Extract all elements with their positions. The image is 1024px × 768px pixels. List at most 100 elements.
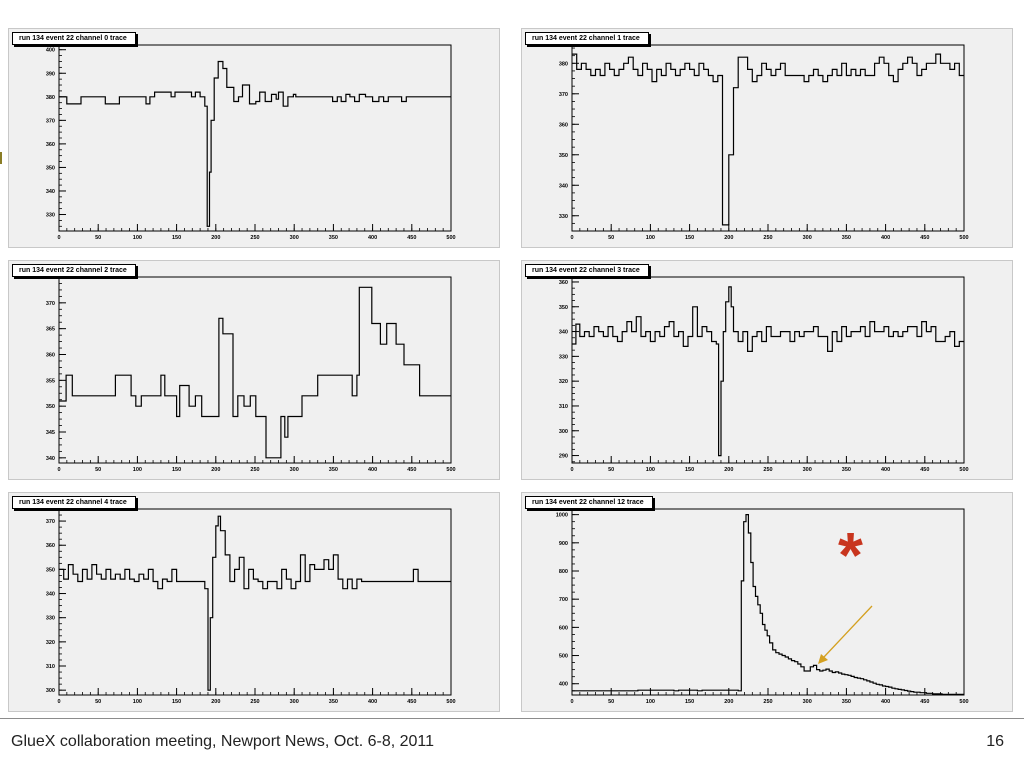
- x-tick-label: 150: [172, 699, 181, 705]
- plot-title: run 134 event 22 channel 4 trace: [12, 496, 136, 509]
- y-tick-label: 360: [46, 543, 55, 549]
- trace-panel-channel-4: 0 50 100 150 200 250 300 350 400 450 500 300 310 320 3…: [8, 492, 500, 712]
- x-tick-label: 250: [763, 467, 772, 473]
- x-tick-label: 300: [290, 235, 299, 241]
- x-tick-label: 0: [57, 699, 60, 705]
- x-tick-label: 350: [842, 235, 851, 241]
- y-tick-label: 360: [559, 280, 568, 286]
- trace-plot-channel-2: 0 50 100 150 200 250 300 350 400 450 500 340 345 350 3…: [46, 276, 456, 473]
- x-tick-label: 300: [803, 699, 812, 705]
- x-tick-label: 350: [329, 235, 338, 241]
- x-tick-label: 400: [881, 467, 890, 473]
- x-tick-label: 350: [329, 467, 338, 473]
- y-tick-label: 330: [559, 354, 568, 360]
- y-tick-label: 340: [559, 183, 568, 189]
- x-tick-label: 300: [803, 235, 812, 241]
- plot-title: run 134 event 22 channel 2 trace: [12, 264, 136, 277]
- trace-line: [59, 515, 451, 691]
- x-tick-label: 250: [250, 467, 259, 473]
- trace-line: [59, 286, 451, 459]
- y-tick-label: 300: [559, 429, 568, 435]
- x-tick-label: 50: [95, 467, 101, 473]
- y-tick-label: 345: [46, 430, 55, 436]
- x-tick-label: 200: [724, 699, 733, 705]
- plot-frame: [58, 508, 452, 696]
- y-tick-label: 350: [559, 153, 568, 159]
- y-tick-label: 370: [46, 301, 55, 307]
- trace-panel-channel-2: 0 50 100 150 200 250 300 350 400 450 500 340 345 350 3…: [8, 260, 500, 480]
- plot-title: run 134 event 22 channel 12 trace: [525, 496, 653, 509]
- x-tick-label: 300: [803, 467, 812, 473]
- y-tick-label: 350: [46, 404, 55, 410]
- y-tick-label: 380: [559, 61, 568, 67]
- y-tick-label: 400: [46, 48, 55, 54]
- y-tick-label: 390: [46, 71, 55, 77]
- x-tick-label: 500: [446, 235, 455, 241]
- y-tick-label: 340: [46, 189, 55, 195]
- x-tick-label: 400: [881, 699, 890, 705]
- x-tick-label: 200: [211, 467, 220, 473]
- x-tick-label: 400: [368, 235, 377, 241]
- trace-line: [59, 60, 451, 227]
- x-tick-label: 400: [368, 699, 377, 705]
- x-tick-label: 100: [646, 699, 655, 705]
- y-tick-label: 360: [559, 122, 568, 128]
- x-tick-label: 500: [959, 467, 968, 473]
- x-tick-label: 500: [959, 235, 968, 241]
- y-tick-label: 370: [559, 92, 568, 98]
- x-tick-label: 150: [685, 467, 694, 473]
- x-tick-label: 0: [57, 467, 60, 473]
- plot-frame: [571, 276, 965, 464]
- plot-title: run 134 event 22 channel 0 trace: [12, 32, 136, 45]
- x-tick-label: 200: [724, 467, 733, 473]
- plot-frame: [571, 508, 965, 696]
- trace-panel-channel-12: 0 50 100 150 200 250 300 350 400 450 500 400 500 600 7…: [521, 492, 1013, 712]
- y-tick-label: 330: [559, 214, 568, 220]
- x-tick-label: 450: [407, 467, 416, 473]
- y-tick-label: 600: [559, 625, 568, 631]
- y-tick-label: 350: [46, 567, 55, 573]
- y-tick-label: 310: [559, 404, 568, 410]
- trace-plot-channel-0: 0 50 100 150 200 250 300 350 400 450 500 330 340 350 3…: [46, 44, 456, 241]
- y-tick-label: 320: [559, 379, 568, 385]
- y-tick-label: 900: [559, 541, 568, 547]
- y-tick-label: 355: [46, 378, 55, 384]
- x-tick-label: 450: [407, 699, 416, 705]
- y-tick-label: 360: [46, 142, 55, 148]
- y-tick-label: 300: [46, 688, 55, 694]
- x-tick-label: 400: [368, 467, 377, 473]
- y-tick-label: 340: [559, 330, 568, 336]
- trace-plot-channel-4: 0 50 100 150 200 250 300 350 400 450 500 300 310 320 3…: [46, 508, 456, 705]
- x-tick-label: 150: [172, 235, 181, 241]
- x-tick-label: 500: [446, 699, 455, 705]
- y-tick-label: 370: [46, 519, 55, 525]
- x-tick-label: 450: [920, 467, 929, 473]
- y-tick-label: 370: [46, 118, 55, 124]
- x-tick-label: 100: [133, 699, 142, 705]
- trace-line: [572, 53, 964, 226]
- footer-text: GlueX collaboration meeting, Newport New…: [11, 733, 435, 750]
- x-tick-label: 100: [133, 235, 142, 241]
- y-tick-label: 800: [559, 569, 568, 575]
- x-tick-label: 0: [570, 699, 573, 705]
- trace-panel-channel-3: 0 50 100 150 200 250 300 350 400 450 500 290 300 310 3…: [521, 260, 1013, 480]
- trace-line: [572, 286, 964, 457]
- trace-panel-channel-1: 0 50 100 150 200 250 300 350 400 450 500 330 340 350 3…: [521, 28, 1013, 248]
- edge-mark: [0, 152, 2, 164]
- plot-title: run 134 event 22 channel 1 trace: [525, 32, 649, 45]
- x-tick-label: 100: [646, 235, 655, 241]
- plot-frame: [58, 276, 452, 464]
- x-tick-label: 250: [250, 699, 259, 705]
- annotation-arrow: [818, 605, 873, 664]
- highlight-star: *: [838, 519, 863, 591]
- x-tick-label: 50: [95, 699, 101, 705]
- x-tick-label: 250: [250, 235, 259, 241]
- x-tick-label: 50: [95, 235, 101, 241]
- x-tick-label: 50: [608, 235, 614, 241]
- x-tick-label: 0: [57, 235, 60, 241]
- y-tick-label: 360: [46, 353, 55, 359]
- annotation-arrow-head: [818, 654, 828, 664]
- x-tick-label: 250: [763, 235, 772, 241]
- x-tick-label: 450: [920, 699, 929, 705]
- trace-plot-channel-3: 0 50 100 150 200 250 300 350 400 450 500 290 300 310 3…: [559, 276, 969, 473]
